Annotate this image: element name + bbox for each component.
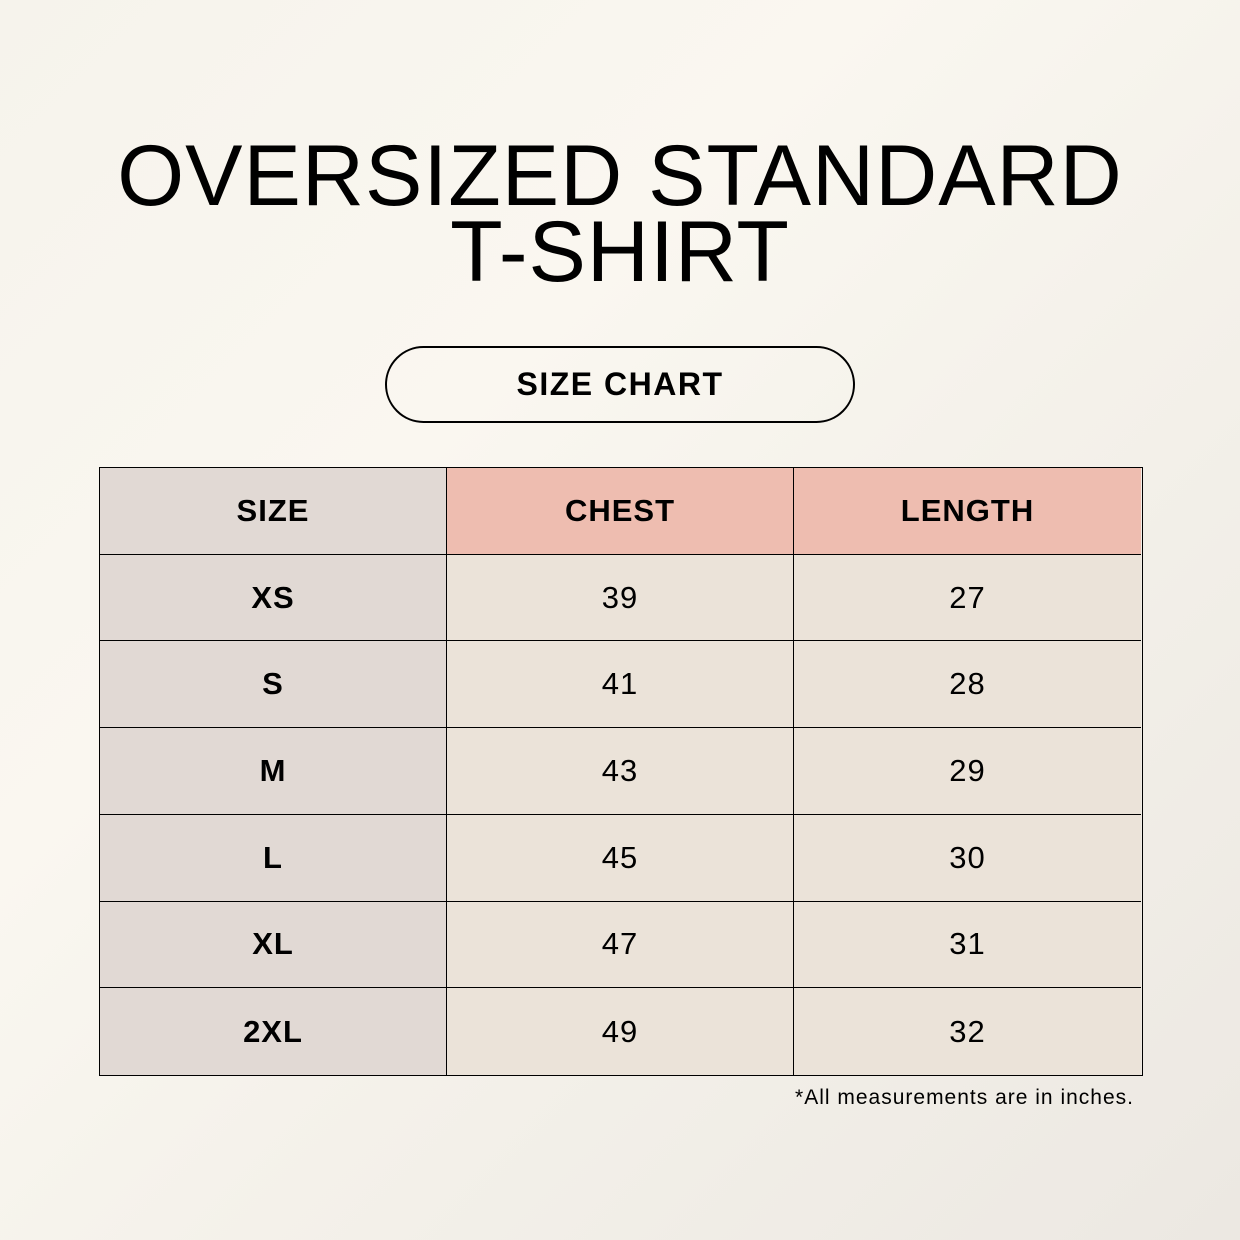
header-chest: CHEST	[447, 468, 794, 555]
header-length: LENGTH	[794, 468, 1141, 555]
cell-chest: 39	[447, 554, 794, 642]
cell-chest: 49	[447, 988, 794, 1075]
header-size: SIZE	[100, 468, 447, 555]
cell-size: XL	[100, 901, 447, 989]
cell-length: 28	[794, 641, 1141, 729]
title-line-2: T-SHIRT	[450, 204, 790, 300]
cell-length: 29	[794, 728, 1141, 815]
cell-chest: 43	[447, 728, 794, 815]
cell-chest: 41	[447, 641, 794, 729]
cell-length: 31	[794, 901, 1141, 989]
cell-size: M	[100, 728, 447, 815]
cell-length: 27	[794, 554, 1141, 642]
footnote: *All measurements are in inches.	[795, 1086, 1134, 1109]
page-title: OVERSIZED STANDARD T-SHIRT	[0, 128, 1240, 300]
cell-length: 30	[794, 814, 1141, 902]
cell-size: XS	[100, 554, 447, 642]
cell-size: S	[100, 641, 447, 729]
cell-size: L	[100, 814, 447, 902]
size-table: SIZE CHEST LENGTH XS 39 27 S 41 28 M 43 29 L 45 30 X…	[99, 467, 1143, 1076]
cell-size: 2XL	[100, 988, 447, 1075]
cell-length: 32	[794, 988, 1141, 1075]
title-line-1: OVERSIZED STANDARD	[117, 128, 1123, 224]
cell-chest: 47	[447, 901, 794, 989]
cell-chest: 45	[447, 814, 794, 902]
size-chart-pill[interactable]: SIZE CHART	[385, 346, 855, 423]
